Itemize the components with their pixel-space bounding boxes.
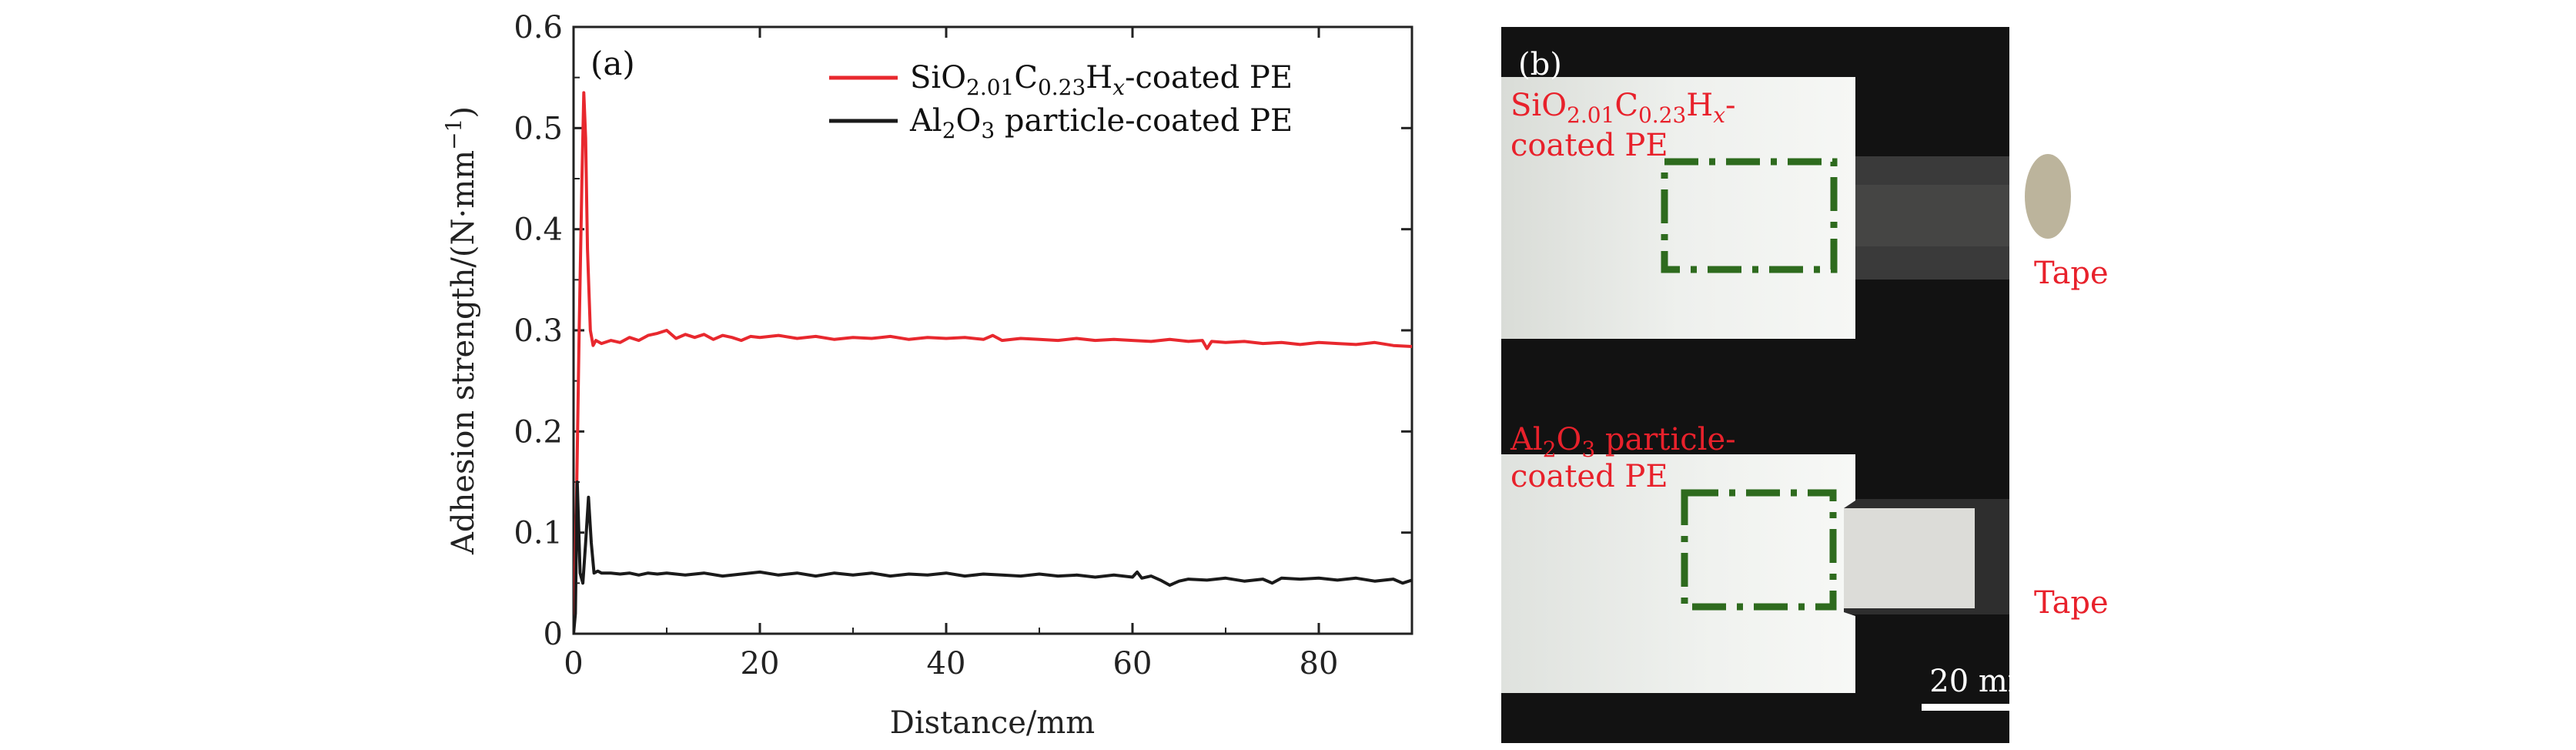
x-axis: 0 20 40 60 80 [564,27,1338,681]
y-axis-title: Adhesion strength/(N·mm−1) [441,106,481,555]
legend: SiO2.01C0.23Hx-coated PE Al2O3 particle-… [829,60,1293,143]
y-axis: 0 0.1 0.2 0.3 0.4 0.5 0.6 [514,10,1412,652]
sample-photo: (b) SiO2.01C0.23Hx- coated PE Tape Al2O3… [1501,27,2109,743]
bottom-sample-label-line2: coated PE [1510,459,1668,494]
y-tick-label: 0.5 [514,111,563,146]
y-tick-label: 0.3 [514,313,563,349]
top-tape-label: Tape [2034,256,2109,291]
series-layer [574,91,1412,634]
y-tick-label: 0 [544,617,563,652]
legend-label-sio2: SiO2.01C0.23Hx-coated PE [910,60,1293,100]
y-tick-label: 0.1 [514,516,563,551]
top-sample-label-line1: SiO2.01C0.23Hx- [1510,88,1736,128]
legend-label-al2o3: Al2O3 particle-coated PE [909,103,1293,143]
x-tick-label: 80 [1300,646,1339,681]
bottom-film [1501,454,1855,693]
bottom-sample-label-line1: Al2O3 particle- [1510,422,1736,462]
scale-bar-label: 20 mm [1929,664,2036,699]
panel-b-label: (b) [1518,47,1562,82]
series-line-sio2-coated-pe [574,91,1412,634]
top-sample-label-line2: coated PE [1510,128,1668,163]
bottom-region-box [1681,489,1837,611]
x-tick-label: 40 [927,646,966,681]
scale-bar [1922,704,2045,711]
bottom-tape-bright [1844,508,1975,608]
x-tick-label: 0 [564,646,583,681]
x-tick-label: 20 [741,646,780,681]
top-region-box [1661,158,1838,273]
bottom-tape-label: Tape [2034,585,2109,621]
top-film [1501,77,1855,339]
series-line-al2o3-coated-pe [574,480,1412,634]
y-tick-label: 0.4 [514,213,563,248]
panel-a-label: (a) [590,45,635,82]
plot-frame [572,25,1413,635]
x-axis-title: Distance/mm [890,705,1095,741]
y-tick-label: 0.6 [514,10,563,45]
x-tick-label: 60 [1113,646,1153,681]
y-tick-label: 0.2 [514,414,563,450]
adhesion-chart: 0 20 40 60 80 0 0.1 0.2 0.3 0.4 0.5 0.6 (a) SiO2.0… [441,10,1413,741]
